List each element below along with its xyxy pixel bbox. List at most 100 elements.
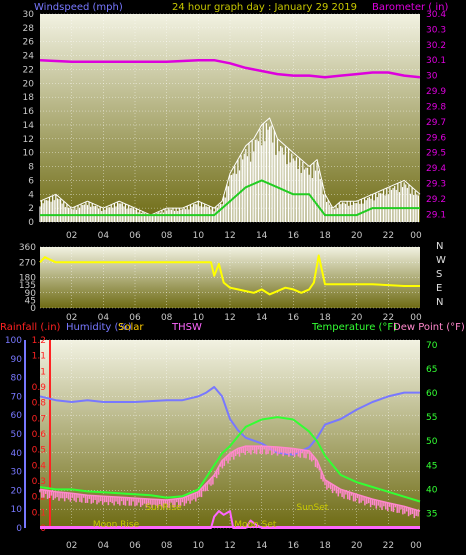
graph-title: 24 hour graph day : January 29 2019 <box>172 2 357 13</box>
solar-line <box>40 510 420 529</box>
compass-label: S <box>436 269 442 280</box>
wind-xtick: 16 <box>288 231 300 241</box>
wind-xtick: 06 <box>129 231 141 241</box>
barometer-ytick: 29.7 <box>426 118 446 128</box>
direction-xtick: 22 <box>383 313 394 323</box>
wind-xtick: 00 <box>410 231 422 241</box>
direction-xtick: 08 <box>161 313 173 323</box>
humidity-ytick: 100 <box>5 336 22 346</box>
temp-ytick: 70 <box>426 341 438 351</box>
direction-xtick: 14 <box>256 313 268 323</box>
temp-xtick: 12 <box>224 541 235 551</box>
barometer-ytick: 29.9 <box>426 87 446 97</box>
rain-ytick: 1.2 <box>32 336 46 346</box>
barometer-ytick: 30.1 <box>426 56 446 66</box>
barometer-ytick: 29.2 <box>426 195 446 205</box>
wind-average-line <box>40 179 420 217</box>
direction-xtick: 10 <box>193 313 205 323</box>
wind-xtick: 20 <box>351 231 363 241</box>
humidity-ytick: 60 <box>11 411 23 421</box>
temp-ytick: 60 <box>426 389 438 399</box>
direction-ytick: 270 <box>19 258 36 268</box>
wind-ytick: 4 <box>28 190 34 200</box>
direction-ytick: 45 <box>25 296 36 306</box>
temp-ytick: 45 <box>426 461 437 471</box>
barometer-ytick: 30.4 <box>426 10 446 20</box>
wind-ytick: 26 <box>23 38 35 48</box>
wind-ytick: 20 <box>23 79 35 89</box>
thsw-axis-label: THSW <box>171 322 202 333</box>
temp-xtick: 08 <box>161 541 173 551</box>
direction-xtick: 12 <box>224 313 235 323</box>
humidity-ytick: 10 <box>11 505 23 515</box>
temp-xtick: 06 <box>129 541 141 551</box>
temp-xtick: 20 <box>351 541 363 551</box>
wind-ytick: 2 <box>28 204 34 214</box>
wind-gust-line <box>39 117 421 216</box>
direction-xtick: 20 <box>351 313 363 323</box>
dewpoint-line <box>39 445 421 512</box>
wind-direction-line <box>39 254 420 296</box>
humidity-ytick: 40 <box>11 449 23 459</box>
rain-ytick: 0.7 <box>32 414 46 424</box>
wind-ytick: 18 <box>23 93 35 103</box>
rain-ytick: 0.1 <box>32 508 46 518</box>
barometer-ytick: 29.3 <box>426 179 446 189</box>
barometer-ytick: 29.4 <box>426 164 446 174</box>
wind-ytick: 22 <box>23 65 34 75</box>
wind-xtick: 08 <box>161 231 173 241</box>
wind-xtick: 14 <box>256 231 268 241</box>
rain-ytick: 1 <box>40 367 46 377</box>
wind-xtick: 04 <box>98 231 110 241</box>
direction-xtick: 06 <box>129 313 141 323</box>
direction-xtick: 04 <box>98 313 110 323</box>
wind-ytick: 8 <box>28 163 34 173</box>
humidity-ytick: 90 <box>11 355 23 365</box>
direction-xtick: 00 <box>410 313 422 323</box>
wind-ytick: 10 <box>23 149 35 159</box>
humidity-line <box>39 386 420 456</box>
rain-ytick: 0.4 <box>32 461 47 471</box>
temp-ytick: 50 <box>426 437 438 447</box>
rain-ytick: 0.8 <box>32 399 47 409</box>
barometer-line <box>39 58 421 79</box>
direction-ytick: 135 <box>19 281 36 291</box>
temp-ytick: 40 <box>426 485 438 495</box>
rain-ytick: 0.5 <box>32 446 46 456</box>
rainfall-axis-label: Rainfall (.in) <box>0 322 61 333</box>
direction-ytick: 180 <box>19 274 36 284</box>
annotation-label: Moon Set <box>234 520 277 530</box>
humidity-ytick: 70 <box>11 392 23 402</box>
humidity-ytick: 80 <box>11 374 23 384</box>
temp-xtick: 22 <box>383 541 394 551</box>
wind-xtick: 22 <box>383 231 394 241</box>
compass-label: E <box>436 283 442 294</box>
humidity-axis-label: Humidity (%) <box>66 322 132 333</box>
temp-ytick: 35 <box>426 510 437 520</box>
wind-ytick: 6 <box>28 176 34 186</box>
temp-xtick: 00 <box>410 541 422 551</box>
direction-xtick: 18 <box>319 313 331 323</box>
temp-ytick: 55 <box>426 413 437 423</box>
rain-ytick: 1.1 <box>32 352 46 362</box>
temp-xtick: 02 <box>66 541 77 551</box>
wind-xtick: 18 <box>319 231 331 241</box>
rain-ytick: 0.3 <box>32 477 46 487</box>
annotation-label: SunSet <box>296 503 328 513</box>
humidity-ytick: 30 <box>11 468 23 478</box>
temp-xtick: 16 <box>288 541 300 551</box>
temp-xtick: 04 <box>98 541 110 551</box>
annotation-label: SunRise <box>145 503 182 513</box>
wind-ytick: 30 <box>23 10 35 20</box>
rain-ytick: 0.6 <box>32 430 47 440</box>
temp-xtick: 18 <box>319 541 331 551</box>
direction-xtick: 16 <box>288 313 300 323</box>
barometer-axis-label: Barometer ( in) <box>372 2 448 13</box>
temperature-axis-label: Temperature (°F) <box>311 322 397 333</box>
compass-label: N <box>436 297 443 308</box>
wind-ytick: 16 <box>23 107 35 117</box>
humidity-ytick: 50 <box>11 430 23 440</box>
barometer-ytick: 30.3 <box>426 25 446 35</box>
barometer-ytick: 29.8 <box>426 102 446 112</box>
